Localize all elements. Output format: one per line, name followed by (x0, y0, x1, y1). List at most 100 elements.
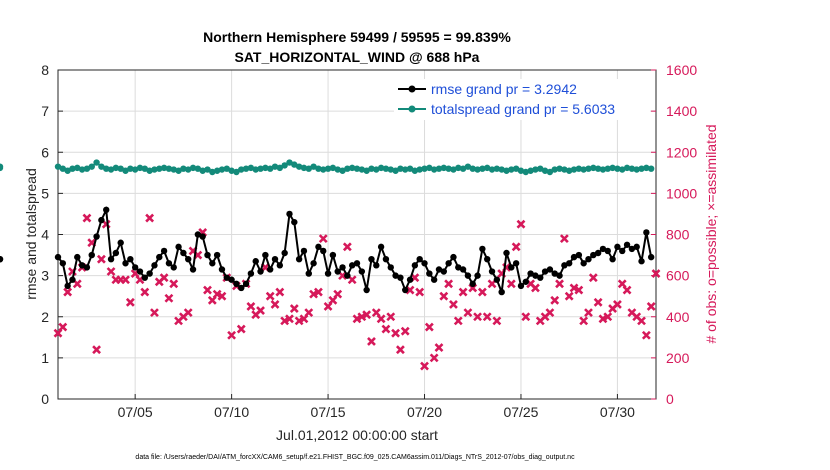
rmse-point (305, 270, 312, 277)
rmse-point (0, 255, 4, 263)
rmse-point (339, 264, 346, 271)
obs-point (236, 324, 246, 334)
rmse-point (247, 270, 255, 277)
obs-point (362, 310, 372, 320)
rmse-point (189, 266, 197, 273)
rmse-point (503, 249, 510, 257)
obs-point (579, 316, 589, 326)
totalspread-point (435, 165, 443, 172)
rmse-point (107, 255, 115, 263)
totalspread-point (522, 168, 529, 176)
rmse-point (565, 260, 573, 267)
rmse-point (479, 245, 486, 253)
rmse-point (194, 231, 202, 238)
obs-point (555, 279, 564, 289)
obs-point (429, 353, 439, 363)
totalspread-point (614, 165, 621, 172)
obs-point (395, 345, 405, 355)
obs-point (564, 291, 574, 301)
obs-point (140, 287, 150, 297)
y-tick-label-left: 2 (41, 309, 49, 325)
totalspread-point (517, 167, 525, 174)
totalspread-point (88, 163, 95, 170)
y-tick-label-right: 1000 (666, 185, 697, 201)
obs-point (453, 316, 463, 326)
totalspread-point (300, 164, 308, 172)
rmse-point (146, 270, 153, 277)
totalspread-point (238, 166, 245, 173)
totalspread-point (218, 166, 226, 173)
totalspread-point (69, 165, 76, 172)
totalspread-point (305, 165, 312, 172)
rmse-point (165, 260, 173, 267)
x-tick-label: 07/30 (600, 404, 635, 420)
totalspread-point (334, 166, 341, 173)
obs-point (275, 287, 285, 297)
rmse-point (348, 262, 356, 269)
rmse-point (242, 280, 250, 288)
rmse-point (512, 260, 520, 267)
obs-point (651, 269, 661, 278)
totalspread-point (638, 165, 645, 172)
rmse-point (522, 278, 529, 285)
rmse-point (638, 258, 645, 265)
rmse-point (112, 249, 120, 257)
rmse-point (445, 260, 452, 267)
totalspread-point (112, 164, 120, 172)
rmse-point (156, 253, 163, 261)
totalspread-point (498, 166, 505, 173)
rmse-point (580, 260, 587, 267)
rmse-point (623, 241, 631, 248)
obs-point (506, 279, 516, 289)
rmse-point (561, 262, 568, 269)
totalspread-point (329, 164, 337, 172)
obs-point (381, 324, 391, 334)
obs-point (150, 308, 159, 318)
obs-point (593, 297, 603, 307)
y-tick-label-left: 4 (41, 227, 49, 243)
y-tick-label-left: 7 (41, 103, 49, 119)
rmse-point (517, 282, 525, 290)
totalspread-point (450, 166, 457, 173)
totalspread-point (54, 163, 62, 170)
totalspread-point (580, 166, 587, 173)
rmse-point (551, 270, 558, 277)
obs-point (121, 275, 130, 285)
rmse-point (377, 243, 385, 251)
totalspread-point (199, 167, 206, 174)
legend-background (394, 79, 650, 120)
legend: rmse grand pr = 3.2942 totalspread grand… (394, 79, 650, 120)
totalspread-point (628, 165, 636, 172)
rmse-point (329, 251, 337, 259)
totalspread-series (0, 159, 655, 176)
totalspread-point (266, 165, 274, 172)
obs-point (294, 316, 304, 326)
totalspread-point (368, 165, 375, 172)
y-tick-label-left: 0 (41, 391, 49, 407)
rmse-point (276, 262, 284, 269)
totalspread-point (136, 164, 144, 172)
rmse-point (614, 243, 621, 251)
totalspread-point (594, 165, 602, 172)
totalspread-point (180, 165, 187, 172)
totalspread-point (252, 166, 259, 173)
totalspread-point (160, 164, 168, 172)
rmse-point (556, 272, 563, 279)
obs-point (598, 314, 608, 324)
y-tick-label-right: 1600 (666, 62, 697, 78)
totalspread-point (430, 166, 438, 173)
totalspread-point (455, 164, 462, 172)
rmse-point (633, 243, 640, 251)
obs-point (641, 330, 651, 340)
rmse-point (286, 210, 293, 218)
rmse-point (527, 270, 534, 277)
totalspread-point (344, 165, 351, 172)
totalspread-point (151, 166, 158, 173)
totalspread-point (590, 164, 597, 172)
totalspread-point (117, 165, 124, 172)
rmse-point (228, 276, 235, 283)
obs-point (145, 213, 155, 223)
rmse-point (647, 253, 655, 261)
totalspread-point (647, 165, 655, 172)
totalspread-point (392, 167, 399, 174)
